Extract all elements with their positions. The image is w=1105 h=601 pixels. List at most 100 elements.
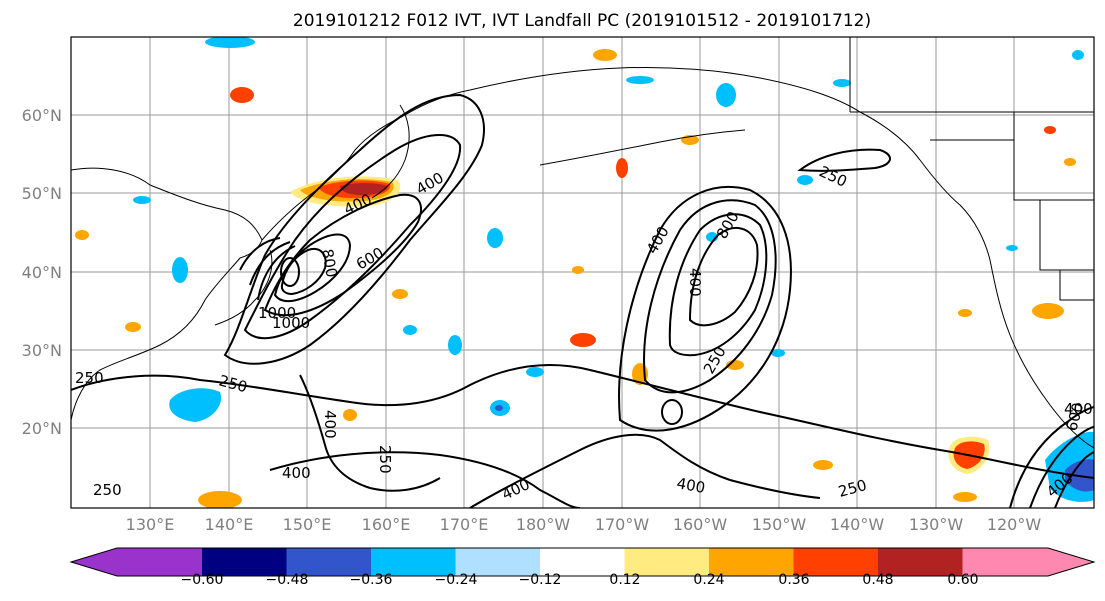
longitude-label: 170°W	[595, 515, 650, 534]
positive-pc-patch	[343, 409, 357, 421]
negative-pc-patch	[448, 335, 462, 355]
contour-250-south	[71, 364, 1094, 479]
positive-pc-patch	[75, 230, 89, 240]
colorbar-tick-label: 0.24	[693, 572, 724, 588]
colorbar-outline	[69, 547, 1096, 577]
negative-pc-patch	[1072, 50, 1084, 60]
contour-400-subtropic	[299, 374, 441, 492]
contour-400-east-corner	[1029, 426, 1094, 508]
longitude-label: 130°W	[909, 515, 964, 534]
colorbar-swatch	[624, 548, 710, 576]
colorbar-swatch	[709, 548, 794, 576]
negative-pc-patch	[833, 79, 851, 87]
negative-pc-patch	[403, 325, 417, 335]
longitude-label: 140°W	[830, 515, 885, 534]
contour-label: 400	[686, 268, 704, 297]
colorbar-tick-label: 0.12	[609, 572, 640, 588]
colorbar-swatch	[878, 548, 963, 576]
colorbar-extend-max	[1048, 548, 1094, 576]
colorbar-tick-label: −0.60	[181, 572, 224, 588]
contour-400-south	[269, 451, 581, 508]
contour-label: 400	[321, 410, 339, 439]
contour-label: 1000	[258, 304, 296, 322]
positive-pc-patch	[958, 309, 972, 317]
kamchatka-coastline	[261, 89, 471, 241]
negative-pc-patch	[626, 76, 654, 84]
positive-pc-patch	[230, 87, 254, 103]
contour-600-central	[668, 213, 768, 357]
contour-label: 800	[318, 248, 341, 279]
contour-small-closed	[661, 399, 683, 425]
colorbar-swatch	[540, 548, 625, 576]
contour-250-gulf-of-alaska	[797, 148, 891, 172]
longitude-label: 180°W	[516, 515, 571, 534]
positive-pc-patch	[1064, 158, 1076, 166]
positive-pc-patch	[1044, 126, 1056, 134]
colorbar-swatch	[793, 548, 879, 576]
state-border	[1013, 112, 1094, 201]
negative-pc-patch	[487, 228, 503, 248]
contour-label: 400	[675, 474, 706, 497]
longitude-axis: 130°E 140°E 150°E 160°E 170°E 180°W 170°…	[126, 515, 1042, 534]
positive-pc-patch	[570, 333, 596, 347]
asia-coastline	[71, 257, 241, 421]
negative-pc-patch	[169, 388, 222, 422]
negative-pc-patch	[716, 83, 736, 107]
negative-pc-patch	[495, 405, 503, 411]
kamchatka-coastline	[371, 104, 410, 199]
contour-dense-core	[239, 237, 296, 301]
negative-pc-patch	[1006, 245, 1018, 251]
colorbar-tick-label: −0.12	[519, 572, 562, 588]
positive-pc-patch	[1032, 303, 1064, 319]
longitude-label: 170°E	[440, 515, 489, 534]
latitude-label: 40°N	[22, 263, 62, 282]
contour-800-central	[688, 226, 759, 327]
negative-pc-patch	[133, 196, 151, 204]
colorbar-swatch	[286, 548, 372, 576]
contour-600-west	[263, 193, 422, 317]
latitude-label: 30°N	[22, 341, 62, 360]
state-border	[1059, 270, 1094, 301]
negative-pc-patch	[771, 349, 785, 357]
contour-250-central	[618, 185, 792, 432]
longitude-label: 140°E	[205, 515, 254, 534]
longitude-label: 150°W	[752, 515, 807, 534]
longitude-label: 160°E	[362, 515, 411, 534]
negative-pc-patch	[172, 257, 188, 283]
positive-pc-patch	[392, 289, 408, 299]
contour-label: 1000	[272, 314, 310, 332]
alaska-coastline	[469, 66, 861, 113]
positive-pc-patch	[340, 183, 388, 195]
contour-max-core	[280, 257, 300, 287]
negative-pc-patch	[797, 175, 813, 185]
contour-1000-west	[280, 248, 327, 296]
colorbar-swatch	[455, 548, 541, 576]
longitude-label: 130°E	[126, 515, 175, 534]
colorbar-tick-label: 0.60	[947, 572, 978, 588]
colorbar-tick-label: 0.48	[862, 572, 893, 588]
longitude-label: 160°W	[673, 515, 728, 534]
positive-pc-patch	[125, 322, 141, 332]
coastlines	[71, 37, 1094, 449]
colorbar	[69, 547, 1096, 577]
aleutian-chain	[539, 129, 746, 166]
latitude-label: 60°N	[22, 106, 62, 125]
latitude-axis: 60°N 50°N 40°N 30°N 20°N	[22, 106, 62, 438]
map-frame	[70, 36, 1095, 509]
figure-title: 2019101212 F012 IVT, IVT Landfall PC (20…	[293, 11, 871, 31]
colorbar-tick-label: −0.24	[435, 572, 478, 588]
colorbar-tick-label: −0.48	[266, 572, 309, 588]
map-panel: 400 400 600 800 1000 1000 250 250 400 40…	[70, 36, 1095, 509]
contour-400-west	[243, 133, 462, 340]
contour-400-south-east	[469, 433, 821, 508]
colorbar-tick-label: 0.36	[778, 572, 809, 588]
ivt-contours	[71, 93, 1094, 508]
positive-pc-patch	[953, 492, 977, 502]
colorbar-swatch	[117, 548, 202, 576]
contour-600-east-corner	[1054, 451, 1094, 508]
positive-pc-patch	[593, 49, 617, 61]
colorbar-swatch	[371, 548, 456, 576]
colorbar-tick-label: −0.36	[350, 572, 393, 588]
contour-label: 400	[282, 464, 311, 482]
